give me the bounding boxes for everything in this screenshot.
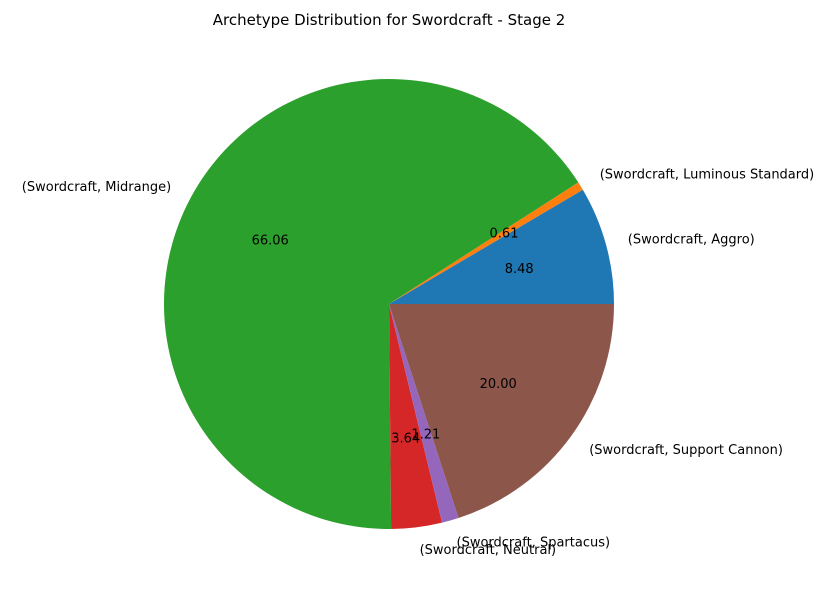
- pie-category-label: (Swordcraft, Neutral): [420, 543, 556, 558]
- pie-category-label: (Swordcraft, Midrange): [22, 180, 171, 195]
- pie-slice-swordcraft-neutral: [389, 304, 443, 529]
- pie-value-label: 1.21: [411, 427, 440, 442]
- pie-value-label: 3.64: [391, 432, 420, 447]
- pie-category-label: (Swordcraft, Luminous Standard): [600, 168, 815, 183]
- pie-value-label: 8.48: [505, 262, 534, 277]
- pie-value-label: 66.06: [252, 233, 289, 248]
- pie-slice-swordcraft-aggro: [389, 189, 614, 304]
- pie-slice-swordcraft-spartacus: [389, 304, 459, 523]
- pie-slice-swordcraft-luminous-standard: [389, 182, 583, 304]
- pie-value-labels: 8.48 0.61 66.06 3.641.21 20.00: [252, 227, 534, 447]
- pie-slices: [163, 78, 614, 529]
- pie-slice-swordcraft-midrange: [163, 78, 579, 529]
- pie-category-labels: (Swordcraft, Aggro) (Swordcraft, Luminous…: [22, 168, 814, 558]
- pie-value-label: 0.61: [490, 227, 519, 242]
- pie-value-label: 20.00: [480, 377, 517, 392]
- pie-category-label: (Swordcraft, Spartacus): [457, 536, 611, 551]
- pie-category-label: (Swordcraft, Support Cannon): [589, 443, 783, 458]
- pie-slice-swordcraft-support-cannon: [389, 304, 614, 518]
- chart-title: Archetype Distribution for Swordcraft - …: [213, 11, 566, 29]
- pie-category-label: (Swordcraft, Aggro): [628, 232, 755, 247]
